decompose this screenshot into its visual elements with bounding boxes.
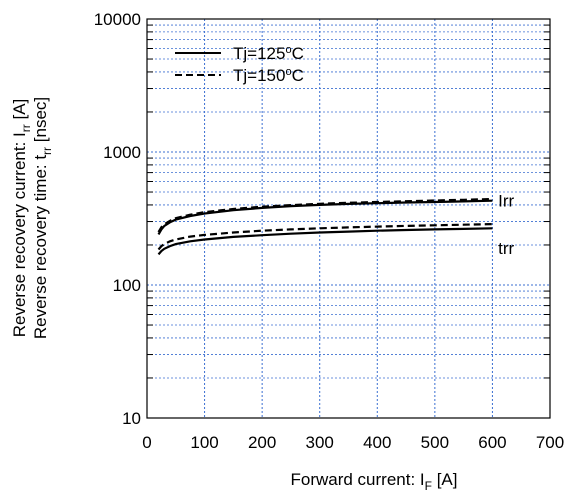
plot-frame (146, 18, 551, 419)
y-tick-labels: 10 100 1000 10000 (94, 10, 141, 428)
annotation-label: trr (498, 239, 514, 258)
y-axis-label-line2: Reverse recovery time: trr [nsec] (31, 97, 54, 339)
y-tick-label: 1000 (103, 143, 141, 162)
series-lines (157, 197, 493, 256)
y-minor-ticks (147, 24, 550, 379)
grid-major (147, 19, 550, 418)
x-tick-labels: 0 100 200 300 400 500 600 700 (142, 433, 564, 452)
legend-label: Tj=150oC (233, 66, 304, 85)
x-tick-label: 500 (421, 433, 449, 452)
annotations: Irr trr (498, 192, 514, 258)
x-tick-label: 0 (142, 433, 151, 452)
x-tick-label: 300 (306, 433, 334, 452)
y-tick-label: 10 (122, 409, 141, 428)
legend-label: Tj=125oC (233, 44, 304, 63)
grid-minor (147, 24, 550, 379)
x-tick-label: 200 (248, 433, 276, 452)
series-irr-150 (157, 197, 493, 233)
x-tick-label: 600 (478, 433, 506, 452)
legend: Tj=125oC Tj=150oC (175, 44, 304, 85)
x-tick-label: 400 (363, 433, 391, 452)
annotation-label: Irr (498, 192, 514, 211)
y-axis-label-line1: Reverse recovery current: Irr [A] (10, 99, 33, 338)
series-irr-125 (157, 199, 493, 235)
series-trr-125 (157, 227, 493, 256)
y-tick-label: 100 (113, 276, 141, 295)
y-tick-label: 10000 (94, 10, 141, 29)
series-trr-150 (157, 223, 493, 251)
x-tick-label: 100 (190, 433, 218, 452)
x-tick-label: 700 (536, 433, 564, 452)
x-axis-label: Forward current: IF [A] (290, 470, 457, 493)
